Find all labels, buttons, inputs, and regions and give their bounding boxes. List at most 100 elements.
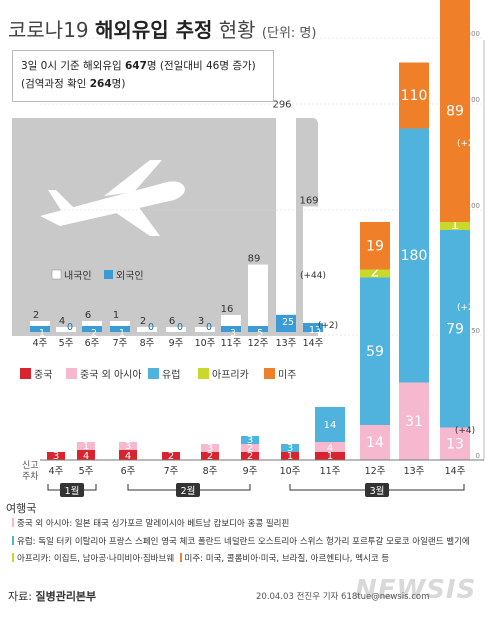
bar-domestic-10주: [195, 327, 215, 332]
section-label: 여행국: [6, 502, 37, 515]
month-tag: [365, 483, 389, 497]
airplane-tail-icon: [48, 190, 74, 212]
data-label-domestic: 2: [33, 310, 39, 321]
page-title: 코로나19 해외유입 추정 현황 (단위: 명): [8, 14, 316, 43]
info-box: 3일 0시 기준 해외유입 647명 (전일대비 46명 증가) (검역과정 확…: [12, 50, 274, 102]
legend-swatch-foreign: [104, 270, 113, 279]
data-label-domestic: 6: [169, 316, 175, 327]
airplane-icon: [40, 181, 185, 226]
data-label-foreign: 2: [91, 328, 97, 339]
title-part3: 현황: [212, 18, 256, 42]
bar-중국 외 아시아-8주: [201, 444, 219, 452]
data-label-domestic: 2: [140, 316, 146, 327]
data-label-domestic: 6: [85, 310, 91, 321]
swatch: [12, 553, 14, 562]
tick-label-bottom: 10주: [280, 466, 301, 477]
bar-중국-6주: [119, 450, 137, 460]
y-tick-label: 200: [467, 96, 480, 104]
data-label-중국 외 아시아: 31: [405, 414, 423, 430]
top-panel-background: [12, 118, 318, 336]
data-label-미주: 19: [366, 238, 384, 254]
data-label-중국: 3: [53, 451, 59, 462]
legend-text: 미주: 미국, 콜롬비아·미국, 브라질, 아르헨티나, 멕시코 등: [184, 554, 390, 564]
bar-foreign-4주: [30, 326, 50, 332]
bar-domestic-7주: [110, 321, 130, 326]
bar-domestic-8주: [137, 327, 157, 332]
month-label: 2월: [181, 485, 196, 497]
title-part1: 코로나19: [8, 18, 96, 42]
data-label-중국 외 아시아: 4: [327, 443, 333, 454]
bar-foreign-12주: [248, 326, 268, 332]
tick-label-top: 8주: [140, 338, 155, 349]
bar-foreign-11주: [221, 326, 241, 332]
bar-유럽-10주: [281, 444, 299, 452]
quarantine-count: 264: [89, 78, 112, 90]
tick-label-top: 13주: [276, 338, 297, 349]
airplane-wing-icon: [112, 206, 160, 236]
bar-foreign-14주: [303, 323, 323, 332]
legend-label-아프리카: 아프리카: [212, 369, 249, 381]
annotation-top-14-foreign: (+2): [318, 321, 338, 331]
bar-중국 외 아시아-6주: [119, 442, 137, 450]
tick-label-bottom: 11주: [320, 466, 341, 477]
bar-domestic-9주: [166, 327, 186, 332]
annotation-asia-14: (+4): [455, 426, 475, 436]
swatch: [179, 553, 182, 562]
data-label-중국: 4: [83, 451, 89, 462]
data-label-foreign: 25: [282, 317, 294, 328]
data-label-중국 외 아시아: 1: [83, 441, 89, 452]
data-label-유럽: 3: [247, 435, 253, 446]
tick-label-top: 6주: [85, 338, 100, 349]
tick-label-bottom: 6주: [121, 466, 136, 477]
bar-미주-14주: [440, 0, 470, 222]
legend-label-domestic: 내국인: [64, 270, 92, 282]
data-label-중국: 2: [168, 451, 174, 462]
bar-중국-4주: [47, 452, 65, 460]
legend-text: 중국 외 아시아: 일본 태국 싱가포르 말레이시아 베트남 캄보디아 홍콩 필…: [17, 519, 290, 529]
bar-중국-9주: [241, 452, 259, 460]
y-tick-label: 300: [467, 30, 480, 38]
legend-label-중국 외 아시아: 중국 외 아시아: [80, 369, 142, 381]
legend-label-유럽: 유럽: [162, 369, 180, 381]
x-axis-title: 주차: [22, 470, 39, 482]
tick-label-top: 12주: [248, 338, 269, 349]
legend-label-foreign: 외국인: [116, 270, 144, 282]
watermark: NEWSIS: [355, 575, 477, 605]
x-axis-title: 신고: [22, 460, 39, 471]
tick-label-top: 9주: [169, 338, 184, 349]
tick-label-top: 14주: [303, 338, 324, 349]
title-part2: 해외유입 추정: [95, 18, 213, 42]
legend-swatch-중국 외 아시아: [66, 368, 77, 379]
bar-foreign-7주: [110, 326, 130, 332]
annotation-america-14: (+20): [457, 139, 483, 149]
bar-중국 외 아시아-12주: [360, 425, 390, 460]
data-label-아프리카: 2: [371, 265, 380, 281]
data-label-중국: 4: [125, 451, 131, 462]
data-label-domestic: 3: [198, 316, 204, 327]
bar-foreign-6주: [82, 326, 102, 332]
bar-아프리카-14주: [440, 222, 470, 230]
annotation-europe-14: (+22): [457, 303, 483, 313]
source-name: 질병관리본부: [35, 590, 97, 603]
data-label-foreign: 3: [230, 328, 236, 339]
data-label-중국 외 아시아: 3: [125, 441, 131, 452]
bar-유럽-12주: [360, 277, 390, 425]
tick-label-bottom: 9주: [243, 466, 258, 477]
data-label-foreign: 1: [39, 328, 45, 339]
data-label-아프리카: 1: [451, 217, 460, 233]
swatch: [12, 518, 14, 527]
info-text: 명 (전일대비 46명 증가): [146, 60, 256, 72]
unit-label: (단위: 명): [261, 26, 317, 41]
data-label-foreign: 0: [67, 322, 73, 333]
tick-label-bottom: 8주: [203, 466, 218, 477]
bar-유럽-11주: [315, 407, 345, 442]
data-label-유럽: 3: [287, 443, 293, 454]
month-tag: [176, 483, 200, 497]
bar-아프리카-12주: [360, 269, 390, 278]
data-label-유럽: 180: [401, 248, 428, 264]
data-label-중국: 1: [327, 451, 333, 462]
data-label-중국 외 아시아: 2: [247, 443, 253, 454]
tick-label-top: 7주: [113, 338, 128, 349]
bar-domestic-13주: [276, 110, 296, 315]
data-label-중국: 2: [207, 451, 213, 462]
